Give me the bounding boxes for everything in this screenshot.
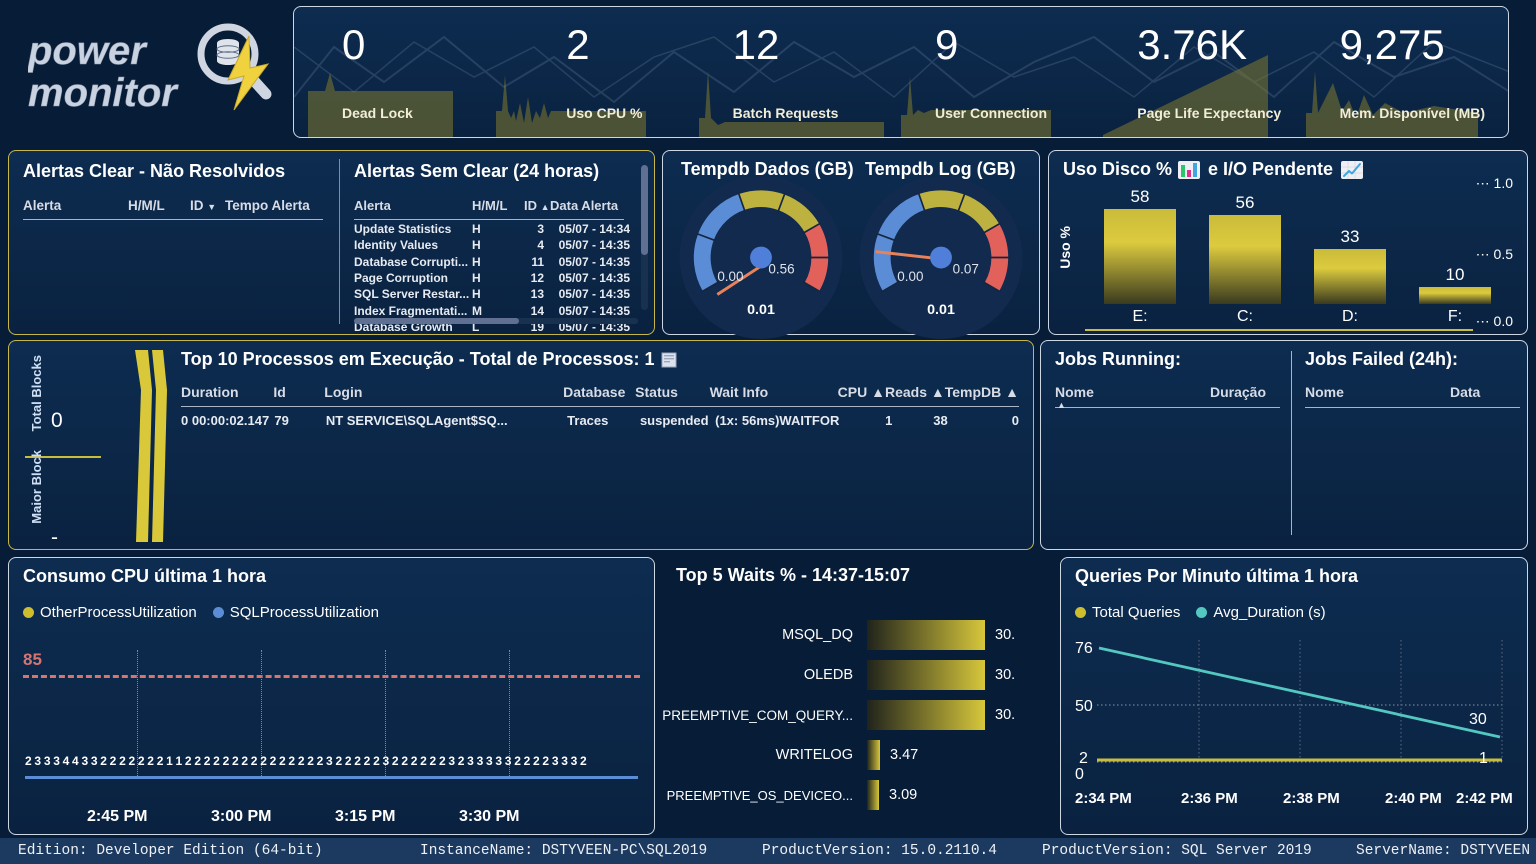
svg-text:monitor: monitor [28,71,179,115]
svg-text:0.07: 0.07 [953,261,979,276]
svg-text:0.01: 0.01 [747,302,775,318]
svg-text:0.01: 0.01 [927,302,955,318]
svg-text:power: power [28,29,148,73]
svg-text:0.00: 0.00 [717,269,743,284]
svg-text:0.00: 0.00 [897,269,923,284]
svg-text:0.56: 0.56 [768,261,794,276]
